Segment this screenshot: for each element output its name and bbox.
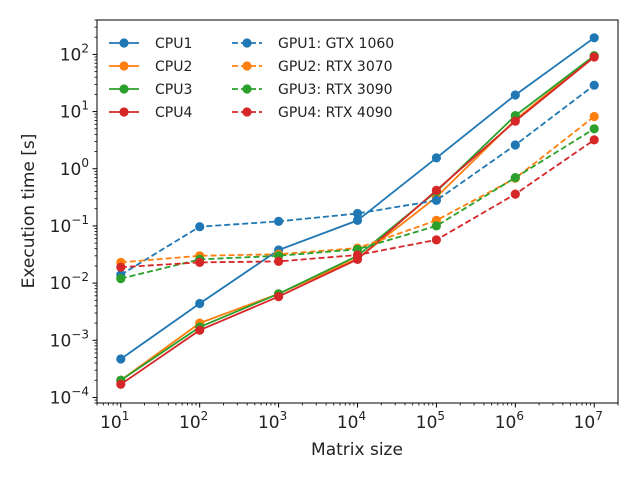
x-tick-label: 106 — [495, 409, 524, 433]
x-tick-label: 103 — [258, 409, 287, 433]
data-point — [589, 124, 599, 134]
legend-marker — [242, 38, 252, 48]
y-tick-label: 101 — [60, 99, 89, 123]
x-tick-label: 104 — [337, 409, 366, 433]
legend-marker — [242, 107, 252, 117]
data-point — [116, 262, 126, 272]
y-tick-label: 10−3 — [50, 327, 89, 351]
data-point — [510, 116, 520, 126]
y-tick-label: 100 — [60, 156, 89, 180]
legend-label: CPU3 — [155, 82, 192, 98]
legend: CPU1 CPU2 CPU3 CPU4 GPU1: GTX 1060 GPU2: RTX … — [109, 36, 394, 121]
data-point — [589, 135, 599, 145]
data-point — [589, 33, 599, 43]
x-tick-label: 107 — [574, 409, 603, 433]
y-axis-label: Execution time [s] — [19, 134, 39, 289]
data-point — [589, 111, 599, 122]
data-point — [116, 379, 126, 389]
data-point — [274, 216, 284, 226]
x-axis-ticks: 101 102 103 104 105 106 107 — [96, 403, 619, 433]
data-point — [352, 215, 363, 225]
legend-label: CPU1 — [155, 36, 192, 52]
legend-label: GPU3: RTX 3090 — [278, 82, 393, 98]
legend-marker — [119, 107, 129, 117]
legend-marker — [242, 84, 252, 94]
data-point — [431, 195, 441, 205]
legend-label: GPU4: RTX 4090 — [278, 105, 393, 121]
data-point — [352, 208, 363, 219]
data-point — [589, 52, 599, 62]
data-point — [195, 298, 205, 309]
data-point — [431, 185, 441, 195]
legend-marker — [119, 84, 129, 94]
legend-label: CPU2 — [155, 59, 192, 75]
data-point — [431, 221, 441, 231]
y-axis-ticks: 10−4 10−3 10−2 10−1 100 101 102 — [50, 19, 97, 408]
legend-label: GPU2: RTX 3070 — [278, 59, 393, 75]
data-point — [352, 250, 363, 260]
y-tick-label: 10−2 — [50, 270, 89, 294]
data-point — [589, 80, 599, 90]
data-point — [431, 235, 441, 245]
data-point — [116, 354, 126, 364]
x-tick-label: 102 — [179, 409, 208, 433]
legend-marker — [119, 61, 129, 71]
y-tick-label: 10−1 — [50, 213, 89, 237]
data-point — [274, 292, 284, 302]
data-point — [510, 140, 520, 150]
data-point — [431, 153, 441, 163]
y-tick-label: 102 — [60, 41, 89, 65]
data-point — [510, 189, 520, 199]
data-point — [195, 257, 205, 267]
x-axis-label: Matrix size — [311, 440, 403, 460]
x-tick-label: 101 — [100, 409, 129, 433]
legend-label: GPU1: GTX 1060 — [278, 36, 394, 52]
x-tick-label: 105 — [416, 409, 445, 433]
data-point — [116, 274, 126, 284]
data-point — [510, 173, 520, 183]
data-point — [195, 222, 205, 232]
data-point — [510, 90, 520, 100]
legend-marker — [119, 38, 129, 48]
data-point — [274, 256, 284, 266]
legend-marker — [242, 61, 252, 71]
legend-label: CPU4 — [155, 105, 192, 121]
data-point — [195, 325, 205, 335]
plot-series — [116, 33, 599, 389]
y-tick-label: 10−4 — [50, 384, 89, 408]
